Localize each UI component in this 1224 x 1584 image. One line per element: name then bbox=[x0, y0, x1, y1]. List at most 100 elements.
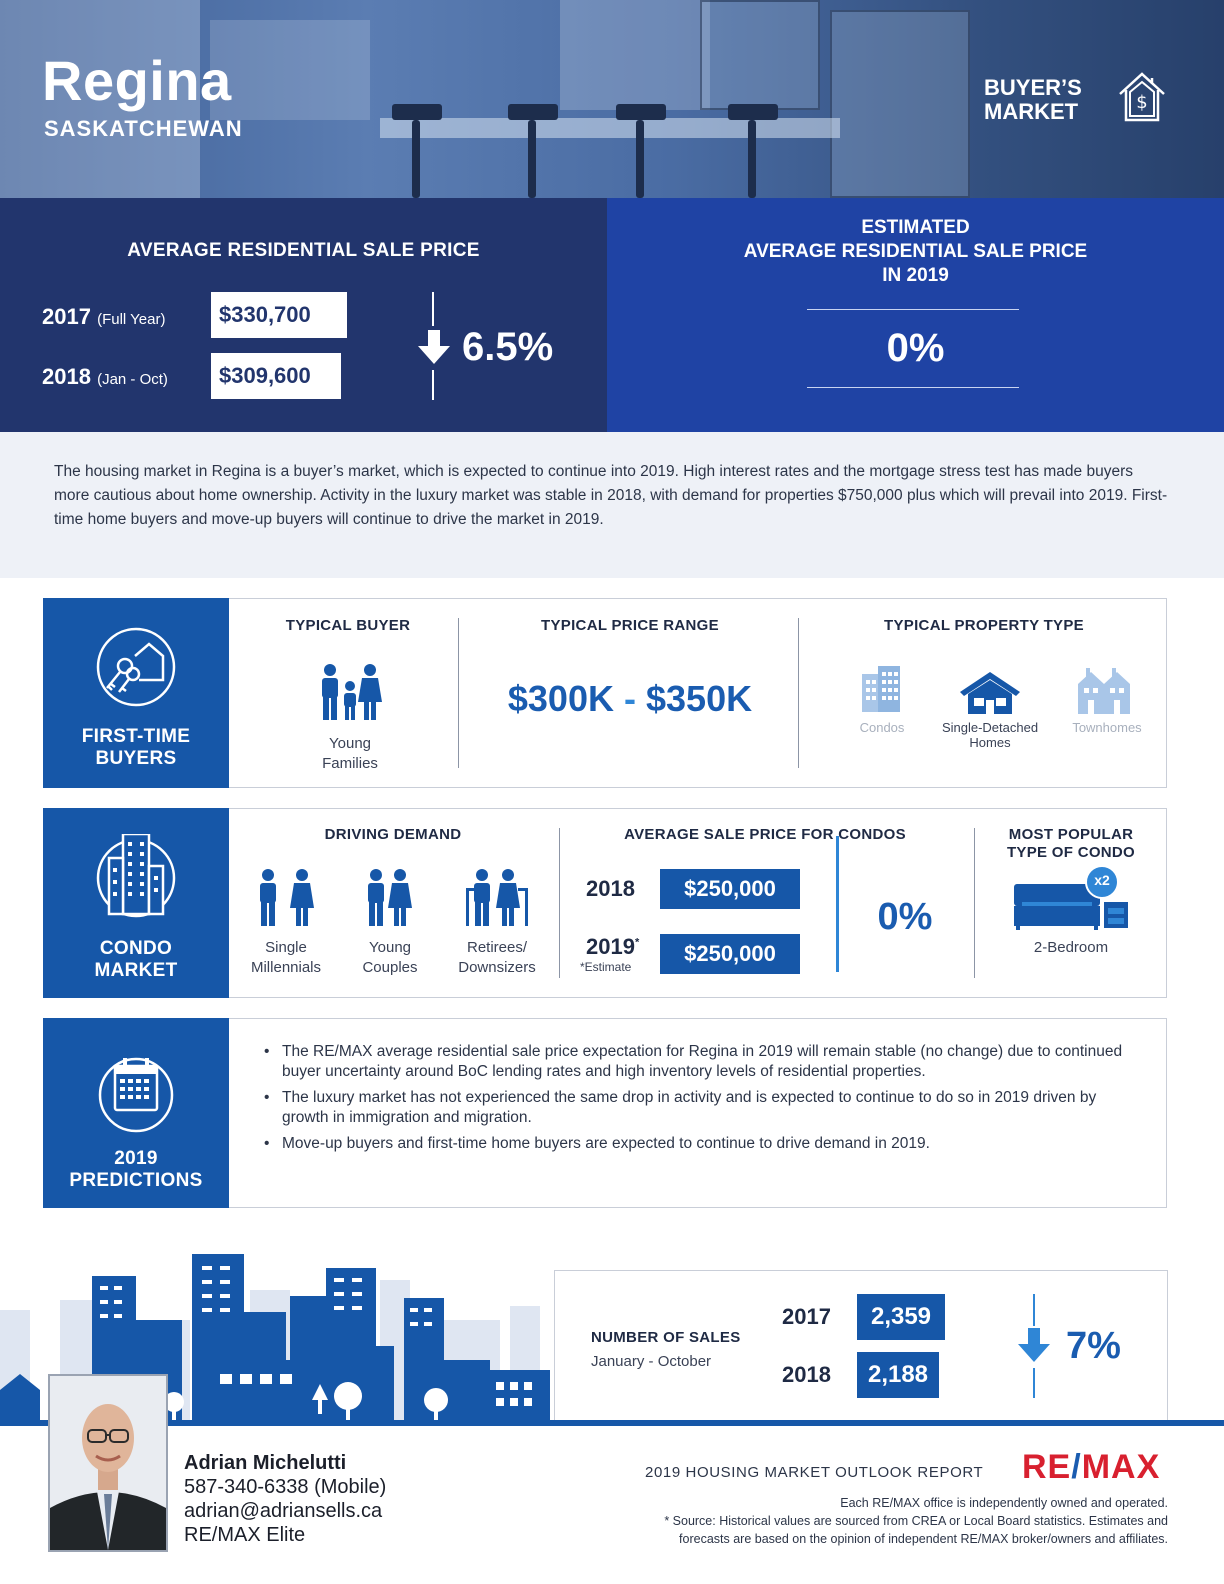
estimate-title-line: IN 2019 bbox=[882, 265, 949, 286]
typical-buyer-title: TYPICAL BUYER bbox=[285, 617, 411, 634]
agent-office: RE/MAX Elite bbox=[184, 1524, 306, 1546]
caption-line: Young bbox=[369, 939, 411, 956]
estimate-title-line: AVERAGE RESIDENTIAL SALE PRICE bbox=[743, 241, 1088, 262]
family-icon bbox=[322, 664, 382, 720]
agent-photo bbox=[48, 1374, 168, 1552]
condo-title: CONDO MARKET bbox=[43, 938, 229, 982]
column-divider bbox=[559, 828, 560, 978]
condo-side: CONDO MARKET bbox=[43, 808, 229, 998]
popular-condo-title: MOST POPULAR TYPE OF CONDO bbox=[976, 826, 1166, 862]
agent-phone[interactable]: 587-340-6338 (Mobile) bbox=[184, 1476, 387, 1498]
agent-name: Adrian Michelutti bbox=[184, 1452, 347, 1474]
predictions-list: The RE/MAX average residential sale pric… bbox=[262, 1042, 1132, 1160]
townhome-icon bbox=[1078, 668, 1130, 714]
agent-email[interactable]: adrian@adriansells.ca bbox=[184, 1500, 383, 1522]
property-type-townhomes: Townhomes bbox=[1072, 720, 1142, 735]
divider-line bbox=[1033, 1368, 1035, 1398]
disclaimer-line: forecasts are based on the opinion of in… bbox=[679, 1532, 1168, 1546]
agent-portrait bbox=[50, 1376, 166, 1550]
side-title-line: 2019 bbox=[114, 1148, 158, 1169]
year-label: 2017 bbox=[42, 304, 91, 329]
driving-demand-title: DRIVING DEMAND bbox=[324, 826, 462, 843]
side-title-line: PREDICTIONS bbox=[69, 1170, 203, 1191]
price-range-value: $300K - $350K bbox=[460, 678, 800, 720]
divider-line bbox=[432, 292, 434, 326]
disclaimer-line: Each RE/MAX office is independently owne… bbox=[840, 1496, 1168, 1510]
disclaimer-line: * Source: Historical values are sourced … bbox=[664, 1514, 1168, 1528]
demand-young-couples: Young Couples bbox=[342, 938, 438, 978]
column-divider bbox=[836, 836, 839, 972]
market-tag-line1: BUYER’S bbox=[984, 75, 1082, 100]
condo-price-change: 0% bbox=[877, 896, 933, 938]
side-title-line: MARKET bbox=[94, 960, 178, 981]
property-type-single-detached: Single-Detached Homes bbox=[928, 720, 1052, 750]
city-title: Regina bbox=[42, 49, 232, 112]
column-divider bbox=[974, 828, 975, 978]
avg-price-year-2018: 2018 (Jan - Oct) bbox=[42, 364, 168, 390]
avg-price-2018-box: $309,600 bbox=[211, 353, 341, 399]
sales-change: 7% bbox=[1066, 1325, 1121, 1367]
remax-logo: RE/MAX bbox=[1022, 1448, 1160, 1487]
market-tag-line2: MARKET bbox=[984, 99, 1079, 124]
side-title-line: BUYERS bbox=[95, 748, 177, 769]
sales-count-2017: 2,359 bbox=[857, 1294, 945, 1340]
calendar-icon bbox=[98, 1057, 174, 1133]
prediction-item: Move-up buyers and first-time home buyer… bbox=[262, 1134, 1132, 1154]
sales-year-2017: 2017 bbox=[782, 1304, 831, 1329]
young-couples-icon bbox=[368, 869, 412, 926]
summary-text: The housing market in Regina is a buyer’… bbox=[54, 463, 1168, 528]
sales-year-2018: 2018 bbox=[782, 1362, 831, 1387]
logo-slash: / bbox=[1071, 1448, 1082, 1486]
first-time-side: FIRST-TIME BUYERS bbox=[43, 598, 229, 788]
demand-single-millennials: Single Millennials bbox=[238, 938, 334, 978]
logo-part: RE bbox=[1022, 1448, 1072, 1486]
caption-line: Single bbox=[265, 939, 307, 956]
estimate-panel bbox=[607, 198, 1224, 432]
period-label: (Full Year) bbox=[97, 311, 166, 328]
avg-price-year-2017: 2017 (Full Year) bbox=[42, 304, 165, 330]
condo-building-icon bbox=[862, 666, 900, 712]
divider-line bbox=[807, 309, 1019, 310]
estimate-title-line: ESTIMATED bbox=[861, 217, 970, 238]
year-label: 2018 bbox=[42, 364, 91, 389]
report-title: 2019 HOUSING MARKET OUTLOOK REPORT bbox=[645, 1464, 984, 1481]
divider-line bbox=[1033, 1294, 1035, 1326]
bed-icon bbox=[1014, 866, 1128, 930]
city-skyline-illustration bbox=[0, 1254, 550, 1426]
divider-line bbox=[807, 387, 1019, 388]
prediction-item: The RE/MAX average residential sale pric… bbox=[262, 1042, 1132, 1082]
first-time-title: FIRST-TIME BUYERS bbox=[43, 726, 229, 770]
house-dollar-icon: $ bbox=[1119, 72, 1165, 122]
caption-line: Couples bbox=[362, 959, 418, 976]
estimate-note: *Estimate bbox=[580, 960, 632, 974]
bedroom-badge: x2 bbox=[1094, 872, 1110, 888]
side-title-line: CONDO bbox=[99, 938, 173, 959]
single-detached-home-icon bbox=[960, 672, 1020, 714]
condo-card bbox=[43, 808, 1167, 998]
price-range-title: TYPICAL PRICE RANGE bbox=[541, 617, 719, 634]
period-label: (Jan - Oct) bbox=[97, 371, 168, 388]
caption-line: Single-Detached bbox=[941, 720, 1039, 735]
column-divider bbox=[798, 618, 799, 768]
retirees-icon bbox=[466, 869, 528, 926]
province-subtitle: SASKATCHEWAN bbox=[44, 116, 243, 141]
property-type-condos: Condos bbox=[859, 720, 905, 735]
hero-banner bbox=[0, 0, 1224, 198]
ground-strip bbox=[0, 1420, 1224, 1426]
popular-condo-type: 2-Bedroom bbox=[1033, 939, 1109, 956]
caption-line: Young bbox=[329, 735, 371, 752]
title-line: TYPE OF CONDO bbox=[1006, 844, 1136, 861]
demand-retirees: Retirees/ Downsizers bbox=[446, 938, 548, 978]
year-label: 2019 bbox=[586, 934, 635, 959]
caption-line: Homes bbox=[969, 735, 1011, 750]
sales-title: NUMBER OF SALES bbox=[591, 1329, 741, 1346]
predictions-title: 2019 PREDICTIONS bbox=[43, 1148, 229, 1192]
condo-tower-icon bbox=[96, 834, 176, 918]
caption-line: Downsizers bbox=[458, 959, 536, 976]
avg-price-2017-box: $330,700 bbox=[211, 292, 347, 338]
summary-section: The housing market in Regina is a buyer’… bbox=[0, 432, 1224, 578]
caption-line: Retirees/ bbox=[466, 939, 528, 956]
side-title-line: FIRST-TIME bbox=[81, 726, 191, 747]
logo-part: MAX bbox=[1081, 1448, 1161, 1486]
price-range-separator: - bbox=[624, 678, 636, 719]
